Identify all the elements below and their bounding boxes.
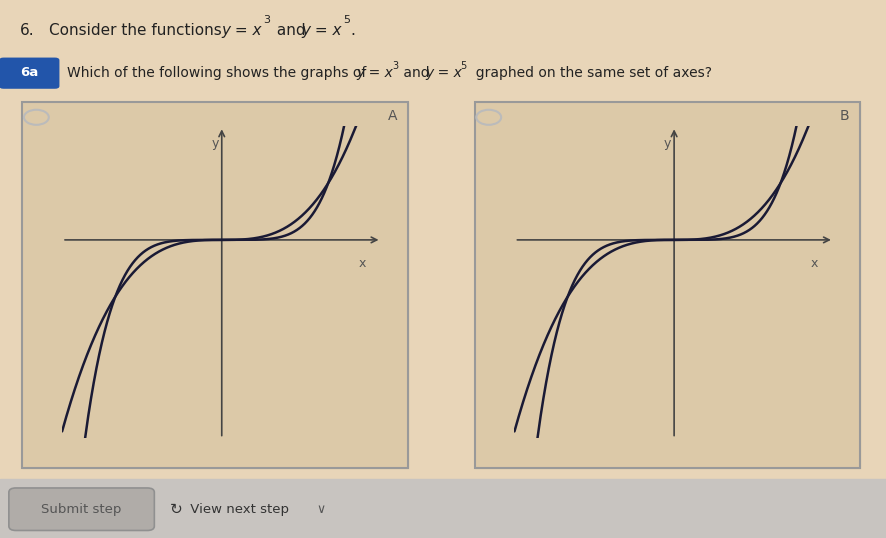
Text: y: y [664,137,671,150]
Text: graphed on the same set of axes?: graphed on the same set of axes? [467,66,711,80]
Bar [474,102,859,468]
Text: 5: 5 [343,15,350,25]
Text: and: and [399,66,433,80]
Text: y = x: y = x [356,66,393,80]
Bar [474,102,859,468]
FancyBboxPatch shape [9,488,154,530]
Text: 3: 3 [392,61,398,70]
Text: Consider the functions: Consider the functions [49,23,226,38]
Text: A: A [387,109,397,123]
Text: ↻: ↻ [170,502,183,517]
Text: B: B [839,109,849,123]
Text: x: x [810,257,818,270]
Text: 3: 3 [263,15,270,25]
Text: Submit step: Submit step [42,503,121,516]
Text: y = x: y = x [301,23,342,38]
Text: y: y [212,137,219,150]
Text: View next step: View next step [186,503,289,516]
Text: y = x: y = x [222,23,262,38]
Text: x: x [358,257,366,270]
Text: ∨: ∨ [316,503,325,516]
Text: Which of the following shows the graphs of: Which of the following shows the graphs … [66,66,369,80]
Text: y = x: y = x [424,66,462,80]
Text: and: and [272,23,310,38]
Text: .: . [350,23,354,38]
Bar [0,479,886,538]
Text: 6.: 6. [19,23,34,38]
Bar [22,102,408,468]
Bar [22,102,408,468]
Text: 5: 5 [460,61,466,70]
FancyBboxPatch shape [0,58,59,89]
Text: 6a: 6a [20,66,38,79]
